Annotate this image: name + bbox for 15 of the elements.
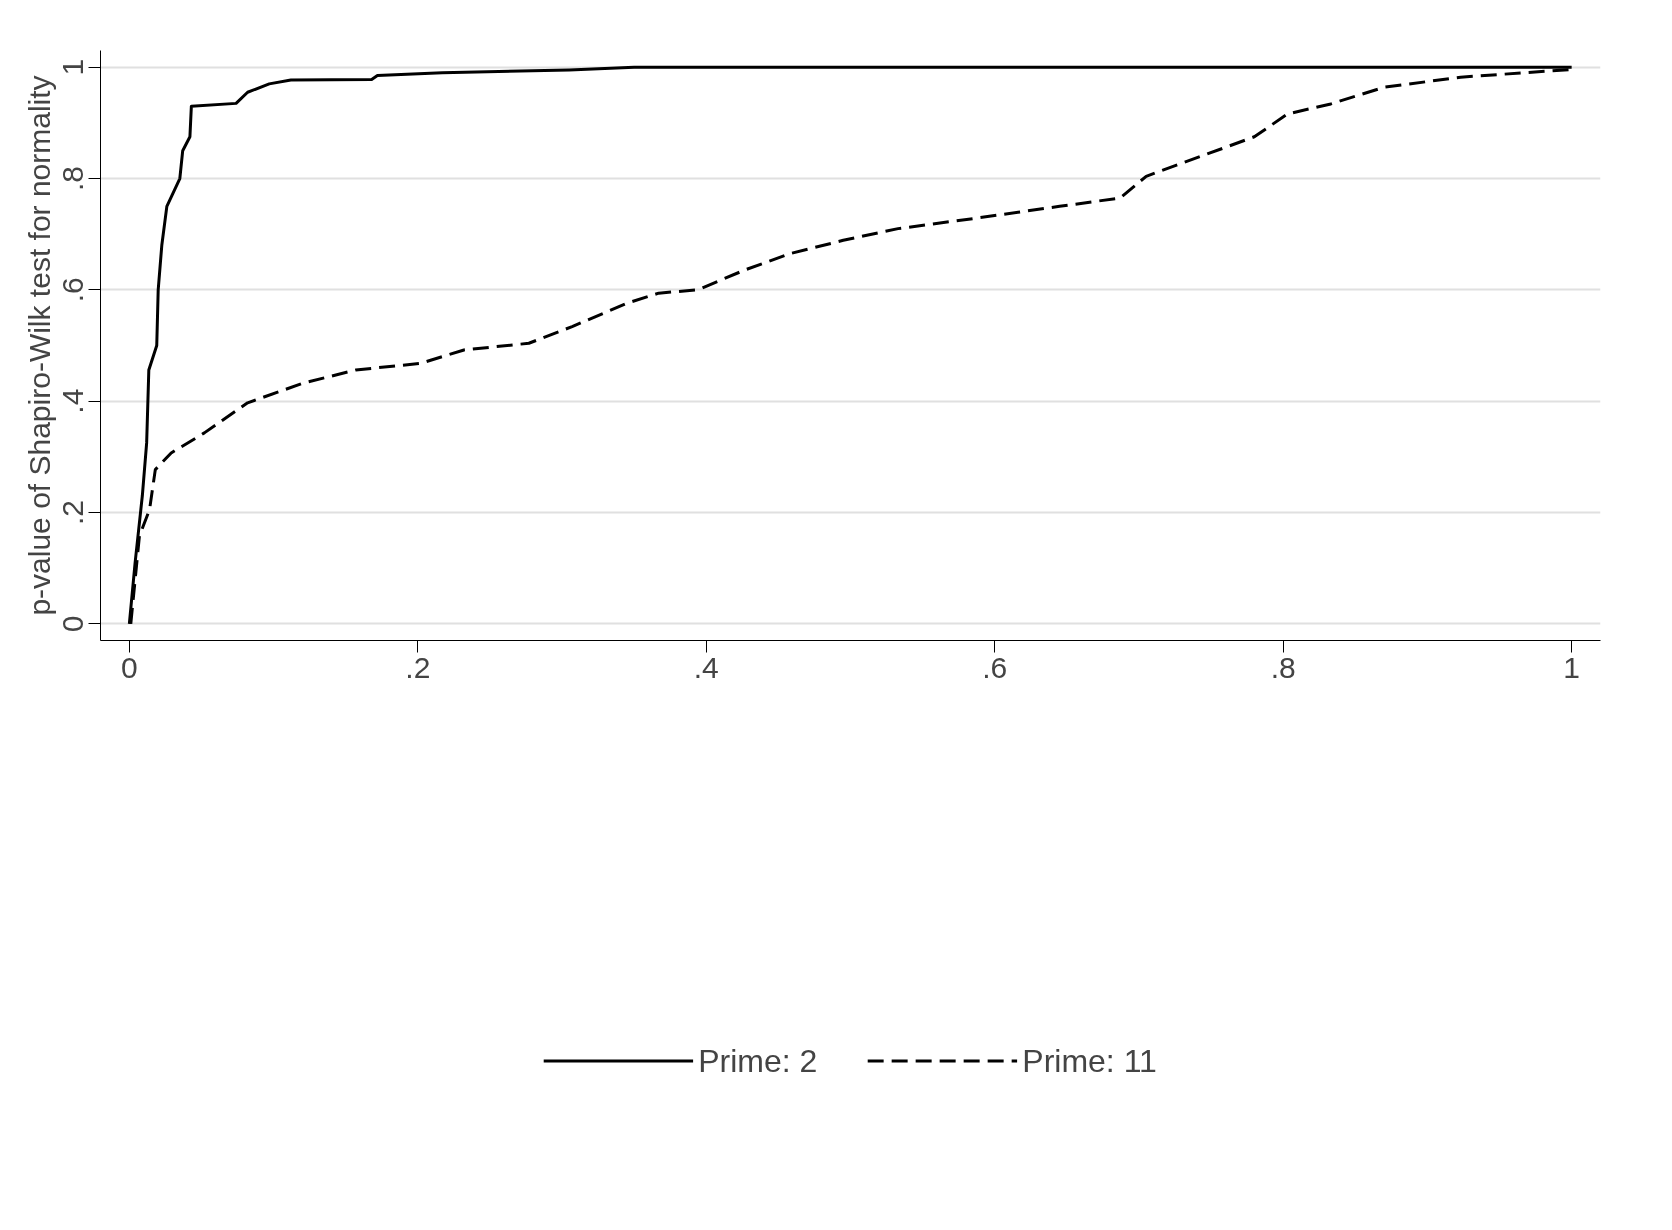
y-tick-label: 0 (56, 615, 90, 633)
y-tick-label: .8 (56, 166, 90, 192)
y-axis-title: p-value of Shapiro-Wilk test for normality (22, 75, 56, 616)
x-tick-label: 1 (1563, 650, 1580, 684)
y-tick-label: .6 (56, 277, 90, 303)
x-tick-label: .4 (693, 650, 719, 684)
y-tick-label: .2 (56, 499, 90, 525)
x-tick-label: .8 (1270, 650, 1296, 684)
x-tick-label: 0 (121, 650, 138, 684)
legend-label: Prime: 2 (698, 1042, 818, 1080)
x-tick-label: .6 (982, 650, 1008, 684)
x-tick-label: .2 (405, 650, 431, 684)
legend-label: Prime: 11 (1022, 1042, 1157, 1080)
y-tick-label: 1 (56, 58, 90, 76)
y-tick-label: .4 (56, 388, 90, 414)
